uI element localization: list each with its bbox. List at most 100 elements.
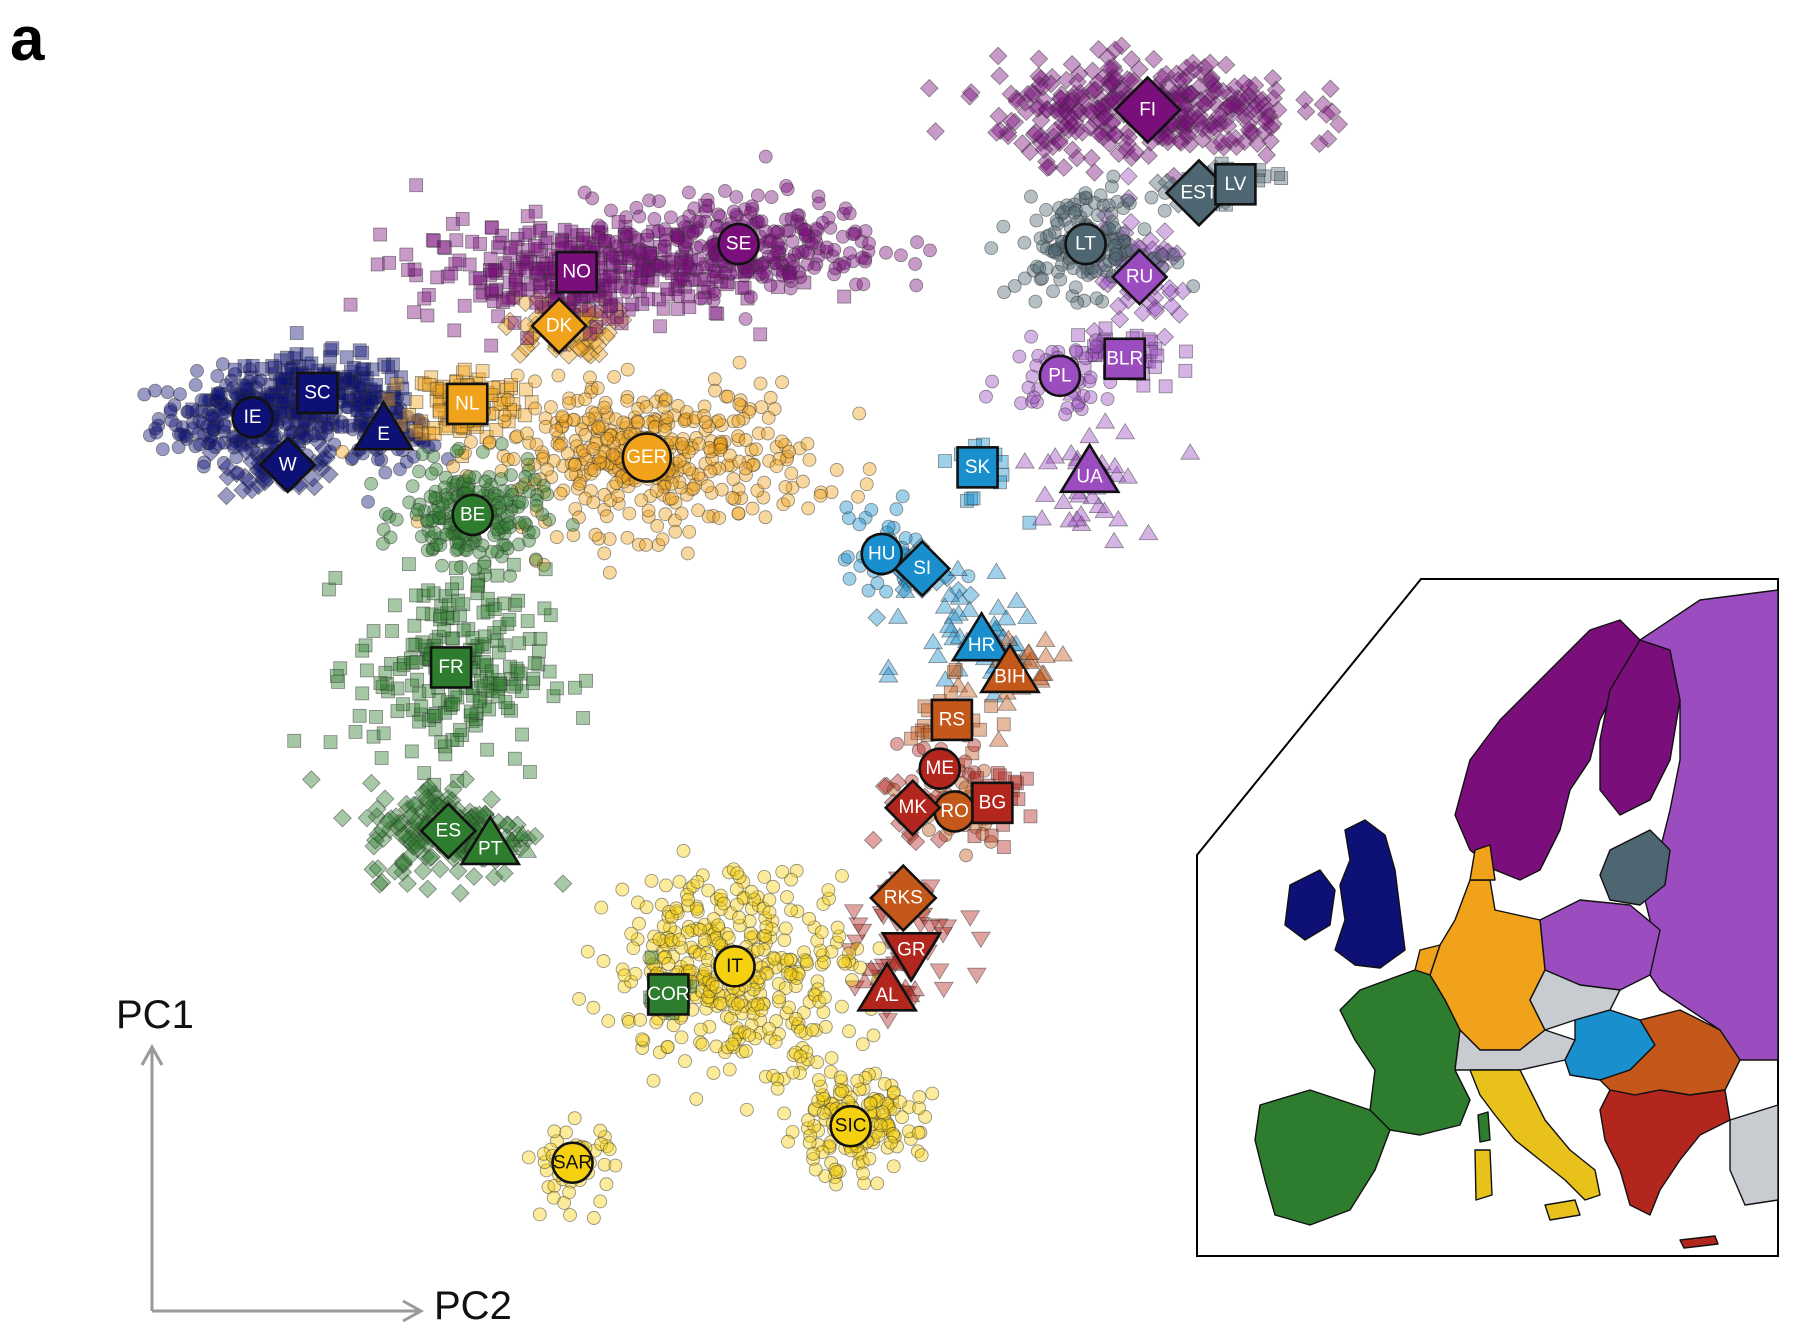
sample-point [275,371,290,386]
sample-point [402,835,422,855]
sample-point [446,697,460,712]
sample-point [321,416,336,431]
sample-point [496,449,511,463]
sample-point [360,406,375,421]
sample-point [440,452,455,466]
sample-point [642,193,657,208]
sample-point [829,1165,844,1179]
sample-point [879,584,894,599]
sample-point [515,727,529,742]
sample-point [725,1037,740,1052]
sample-point [808,1162,823,1177]
sample-point [649,1015,664,1030]
sample-point [712,437,727,452]
sample-point [842,572,857,586]
sample-point [550,681,564,696]
sample-point [211,385,226,400]
sample-point [711,918,726,933]
sample-point [641,503,656,518]
sample-point [416,788,436,808]
sample-point [325,341,340,356]
sample-point [409,654,424,669]
sample-point [594,900,609,915]
sample-point [800,436,815,451]
sample-point [265,359,280,373]
sample-point [895,489,910,504]
sample-point [911,1125,926,1140]
sample-point [217,486,236,506]
sample-point [502,612,517,627]
sample-point [749,442,763,457]
sample-point [655,532,670,547]
sample-point [475,364,490,378]
sample-point [475,538,490,553]
sample-point [512,636,527,651]
group-label: SE [726,234,751,255]
sample-point [782,444,796,459]
sample-point [966,491,981,506]
sample-point [730,897,744,912]
sample-point [1144,190,1159,205]
sample-point [476,679,491,694]
sample-point [780,182,795,197]
sample-point [801,1113,815,1128]
group-marker-se: SE [717,222,760,266]
sample-point [177,428,192,443]
sample-point [549,423,563,438]
sample-point [450,773,465,788]
sample-point [984,241,999,256]
group-marker-no: NO [555,250,598,294]
sample-point [420,799,439,819]
sample-point [652,932,667,947]
sample-point [422,378,437,392]
sample-point [895,1110,909,1125]
sample-point [700,479,715,494]
sample-point [516,316,536,336]
sample-point [491,689,506,704]
sample-point [369,710,383,724]
sample-point [522,533,536,548]
sample-point [216,419,231,434]
sample-point [586,495,601,510]
sample-point [457,362,472,377]
sample-point [578,427,593,442]
sample-point [996,840,1011,854]
sample-point [497,815,517,834]
sample-point [712,413,726,428]
sample-point [378,465,393,480]
sample-point [320,427,335,442]
sample-point [862,236,876,251]
sample-point [722,1062,737,1077]
sample-point [528,239,542,253]
sample-point [1090,208,1105,223]
sample-point [407,835,427,854]
sample-point [400,847,420,866]
sample-point [1056,205,1071,219]
sample-point [482,435,497,450]
sample-point [580,944,595,959]
sample-point [479,659,494,674]
sample-point [287,733,302,748]
sample-point [605,447,620,462]
sample-point [863,1096,878,1111]
sample-point [926,122,945,141]
axis-arrows [140,1043,425,1323]
sample-point [504,241,519,255]
sample-point [814,485,828,500]
sample-point [1053,272,1068,287]
sample-point [526,671,541,686]
sample-point [738,461,753,476]
sample-point [362,773,381,793]
sample-point [536,558,551,572]
sample-point [456,365,470,380]
sample-point [591,218,606,233]
sample-point [514,684,529,699]
sample-point [677,414,692,428]
sample-point [742,1028,757,1043]
sample-point [387,598,402,613]
sample-point [1034,485,1055,502]
group-label: SC [304,382,330,403]
sample-point [959,848,973,863]
group-label: EST [1180,182,1217,203]
sample-point [620,393,635,408]
